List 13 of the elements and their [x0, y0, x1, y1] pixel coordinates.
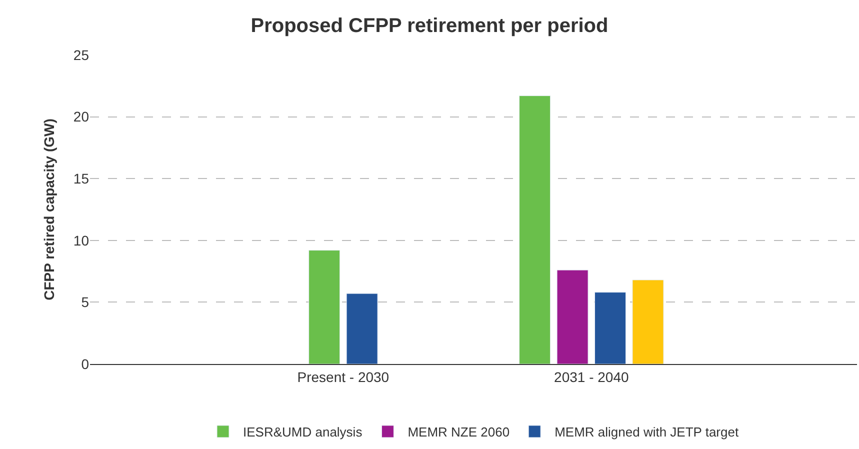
x-tick-label: 2031 - 2040 [554, 368, 629, 385]
legend-label: MEMR NZE 2060 [408, 424, 510, 440]
chart-title: Proposed CFPP retirement per period [250, 14, 608, 37]
legend-label: IESR&UMD analysis [243, 424, 363, 440]
y-tick-label: 20 [73, 108, 90, 125]
y-tick-label: 15 [73, 170, 90, 186]
y-tick-label: 5 [81, 294, 90, 310]
y-tick-label: 25 [73, 46, 90, 63]
y-tick-label: 0 [81, 356, 90, 372]
x-tick-label: Present - 2030 [297, 368, 390, 385]
y-tick-label: 10 [73, 232, 90, 248]
y-axis-title: CFPP retired capacity (GW) [41, 118, 58, 300]
legend-label: MEMR aligned with JETP target [554, 424, 739, 440]
